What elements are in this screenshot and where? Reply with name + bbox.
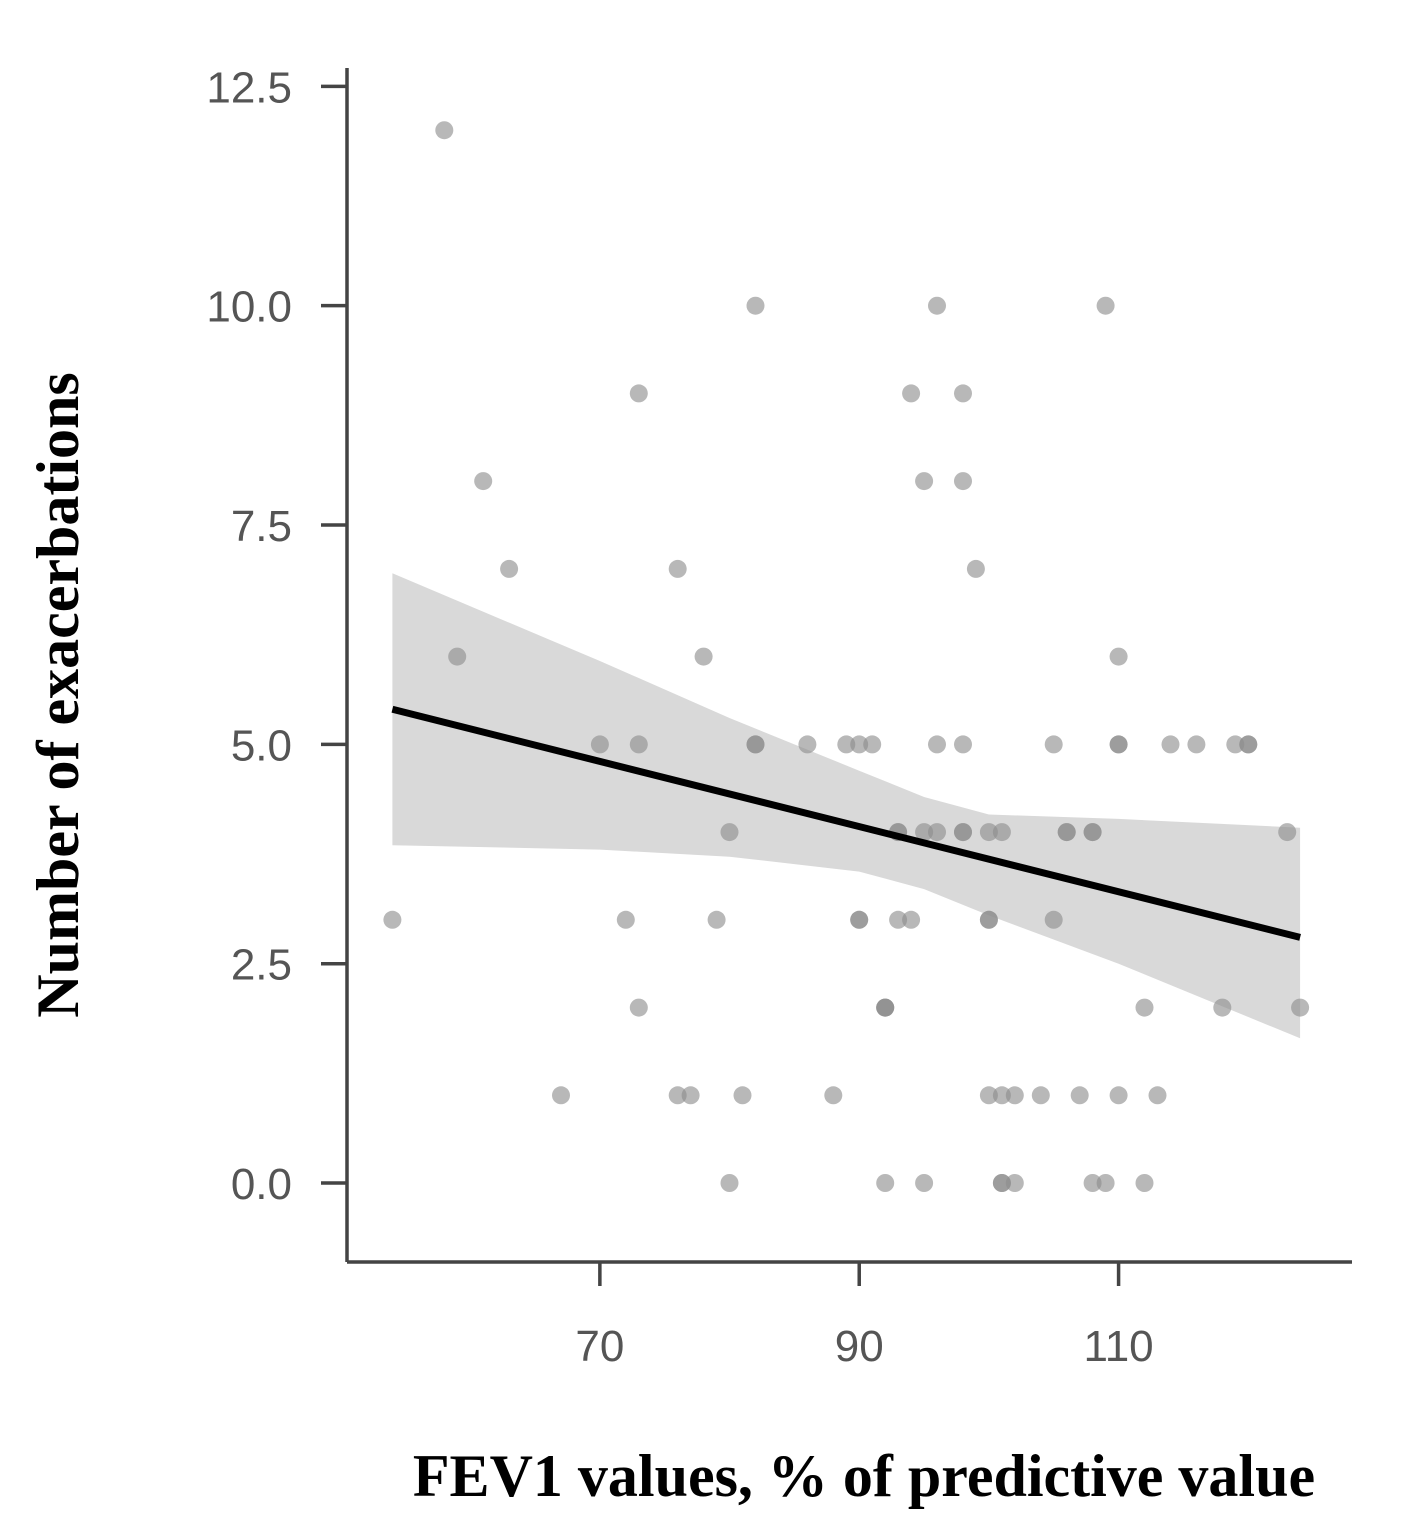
data-point	[992, 1086, 1011, 1105]
data-point	[966, 559, 985, 578]
data-point	[1109, 1086, 1128, 1105]
data-point	[1083, 1174, 1102, 1192]
data-point	[1057, 823, 1076, 842]
data-point	[915, 472, 934, 491]
data-point	[1135, 1174, 1154, 1192]
axes-layer: 0.0 2.5 5.0 7.5 10.0 12.5 70 90 110	[206, 63, 1352, 1371]
data-point	[500, 559, 519, 578]
data-point	[1005, 1086, 1024, 1105]
data-point	[1096, 1174, 1115, 1192]
data-point	[1213, 998, 1232, 1017]
data-point	[876, 1174, 895, 1192]
data-point	[668, 1086, 687, 1105]
data-point	[720, 1174, 739, 1192]
data-point	[435, 121, 454, 140]
data-point	[474, 472, 493, 491]
y-tick-label: 10.0	[206, 283, 292, 332]
data-point	[979, 823, 998, 842]
x-tick-label: 90	[835, 1322, 884, 1371]
data-point	[616, 910, 635, 929]
data-point	[915, 823, 934, 842]
data-point	[681, 1086, 700, 1105]
data-point	[850, 910, 869, 929]
data-point	[448, 647, 467, 666]
data-point	[979, 910, 998, 929]
data-point	[1109, 735, 1128, 754]
data-point	[694, 647, 713, 666]
data-point	[928, 735, 946, 754]
data-point	[383, 910, 402, 929]
data-point	[992, 823, 1011, 842]
regression-line	[391, 705, 1301, 941]
data-point	[1278, 823, 1297, 842]
data-point	[668, 559, 687, 578]
y-tick-label: 12.5	[206, 63, 292, 112]
data-point	[928, 296, 946, 315]
data-point	[1187, 735, 1206, 754]
data-point	[954, 472, 972, 491]
fit-line-layer	[391, 705, 1301, 941]
confidence-band	[392, 573, 1301, 1039]
y-tick-label: 7.5	[231, 502, 292, 551]
data-point	[902, 384, 921, 403]
data-point	[1005, 1174, 1024, 1192]
data-point	[850, 735, 869, 754]
data-point	[590, 735, 609, 754]
data-point	[1083, 823, 1102, 842]
x-tick-label: 110	[1084, 1322, 1154, 1371]
y-tick-label: 0.0	[231, 1160, 292, 1209]
data-point	[1070, 1086, 1089, 1105]
data-point	[1135, 998, 1154, 1017]
data-point	[720, 823, 739, 842]
data-point	[733, 1086, 752, 1105]
confidence-band-layer	[392, 573, 1301, 1039]
data-points-layer	[383, 121, 1310, 1192]
y-axis-title: Number of exacerbations	[25, 372, 91, 1017]
data-point	[1239, 735, 1258, 754]
y-tick-label: 2.5	[231, 941, 292, 990]
data-point	[1044, 910, 1063, 929]
data-point	[954, 735, 972, 754]
data-point	[954, 384, 972, 403]
data-point	[707, 910, 726, 929]
data-point	[1109, 647, 1128, 666]
data-point	[1031, 1086, 1050, 1105]
data-point	[902, 910, 921, 929]
data-point	[746, 735, 765, 754]
data-point	[552, 1086, 570, 1105]
data-point	[798, 735, 817, 754]
data-point	[889, 910, 908, 929]
data-point	[1148, 1086, 1167, 1105]
data-point	[837, 735, 856, 754]
data-point	[629, 384, 648, 403]
data-point	[824, 1086, 843, 1105]
data-point	[629, 735, 648, 754]
y-tick-label: 5.0	[231, 721, 292, 770]
data-point	[1226, 735, 1245, 754]
data-point	[992, 1174, 1011, 1192]
data-point	[629, 998, 648, 1017]
data-point	[928, 823, 946, 842]
data-point	[863, 735, 882, 754]
x-tick-label: 70	[575, 1322, 624, 1371]
x-axis-title: FEV1 values, % of predictive value	[413, 1443, 1315, 1509]
data-point	[979, 1086, 998, 1105]
data-point	[1291, 998, 1310, 1017]
data-point	[915, 1174, 934, 1192]
data-point	[1161, 735, 1180, 754]
data-point	[746, 296, 765, 315]
data-point	[1044, 735, 1063, 754]
data-point	[876, 998, 895, 1017]
data-point	[1096, 296, 1115, 315]
data-point	[954, 823, 972, 842]
